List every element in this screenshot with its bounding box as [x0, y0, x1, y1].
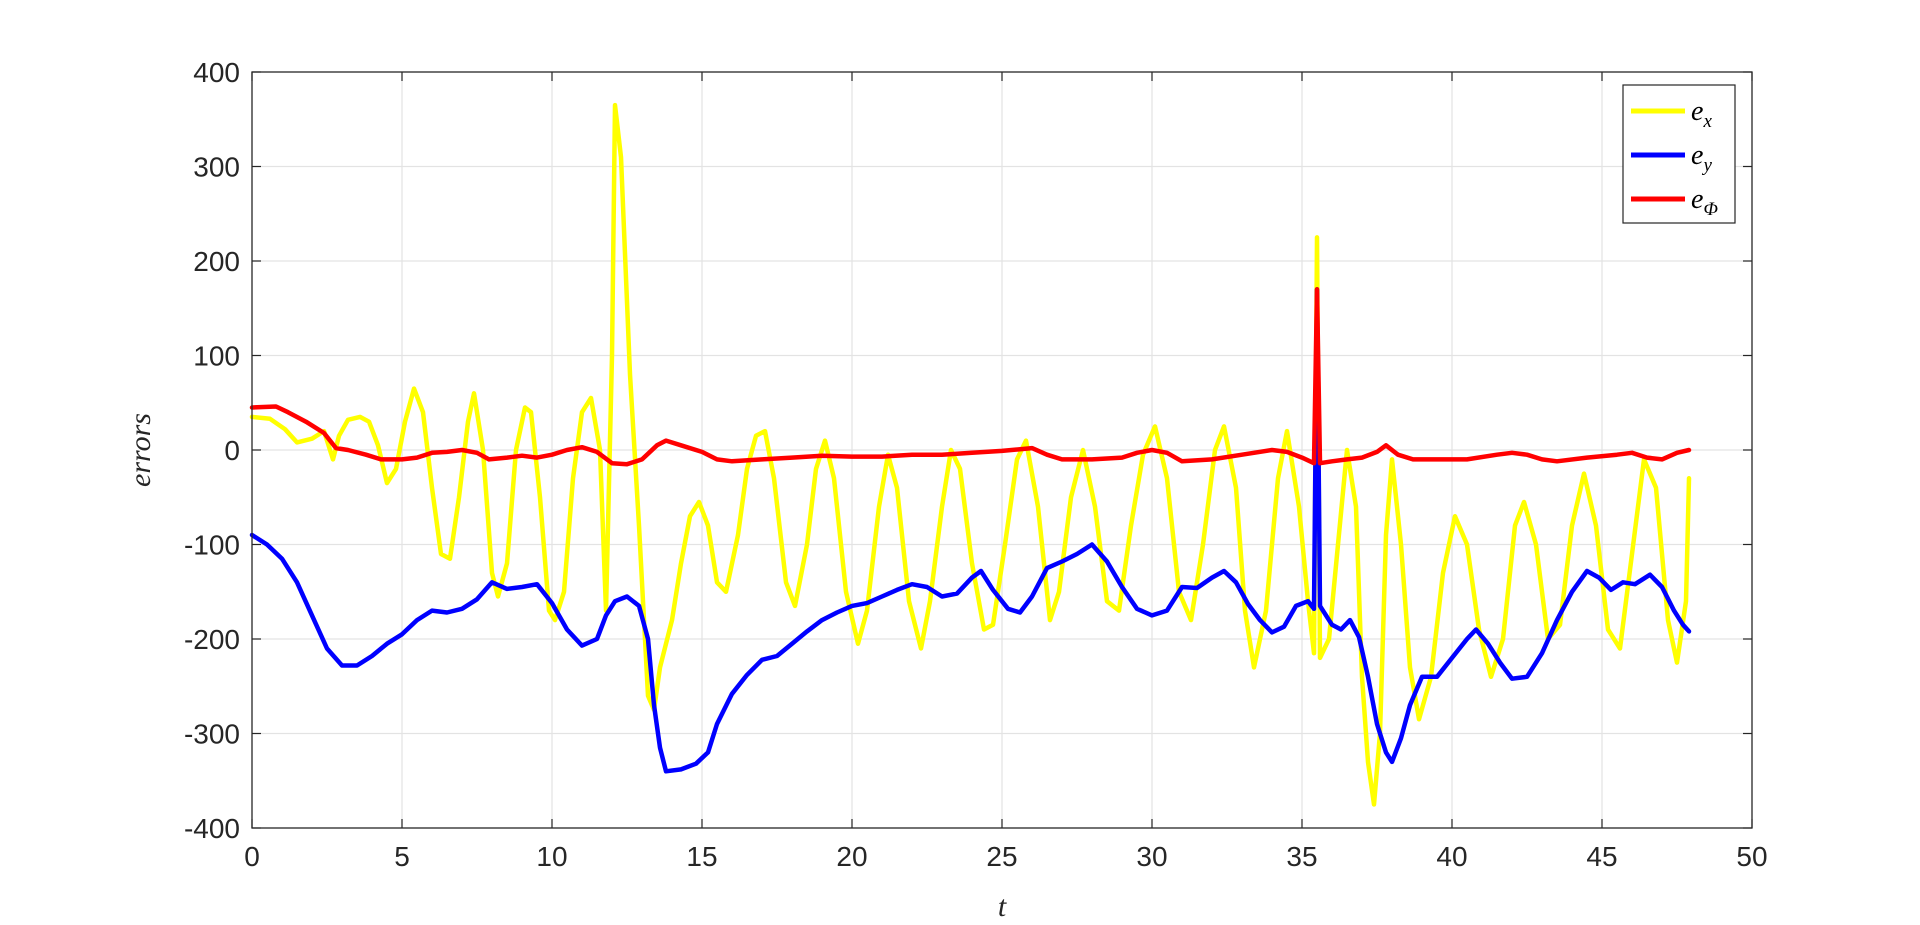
legend-entry-label: ey	[1691, 140, 1712, 176]
x-tick-label: 40	[1436, 841, 1467, 872]
x-tick-label: 5	[394, 841, 410, 872]
legend-entry-label: ex	[1691, 96, 1712, 132]
series-line-Φ	[249, 287, 1692, 467]
axes-frame	[251, 71, 1753, 829]
x-tick-label: 45	[1586, 841, 1617, 872]
x-tick-label: 25	[986, 841, 1017, 872]
x-tick-label: 35	[1286, 841, 1317, 872]
y-tick-label: -400	[184, 813, 240, 844]
x-tick-labels: 0 5 10 15 20 25 30 35 40 45 50	[244, 841, 1767, 872]
y-axis-title: errors	[124, 413, 157, 487]
x-tick-label: 0	[244, 841, 260, 872]
x-tick-label: 15	[686, 841, 717, 872]
grid	[252, 72, 1752, 828]
x-tick-label: 10	[536, 841, 567, 872]
series-layer	[249, 102, 1692, 807]
y-tick-label: 0	[224, 435, 240, 466]
legend-entry-label: eΦ	[1691, 184, 1718, 220]
x-tick-label: 30	[1136, 841, 1167, 872]
y-tick-labels: 400 300 200 100 0 -100 -200 -300 -400	[184, 57, 240, 844]
legend: ex ey eΦ	[1622, 84, 1736, 224]
x-tick-label: 20	[836, 841, 867, 872]
y-tick-label: -100	[184, 530, 240, 561]
y-tick-label: -300	[184, 719, 240, 750]
y-tick-label: 300	[193, 152, 240, 183]
x-tick-label: 50	[1736, 841, 1767, 872]
y-tick-label: 100	[193, 341, 240, 372]
series-line-y	[249, 287, 1692, 774]
axes-box	[251, 71, 1753, 829]
x-axis-title: t	[998, 890, 1007, 923]
y-tick-label: 200	[193, 246, 240, 277]
y-tick-label: -200	[184, 624, 240, 655]
y-tick-label: 400	[193, 57, 240, 88]
